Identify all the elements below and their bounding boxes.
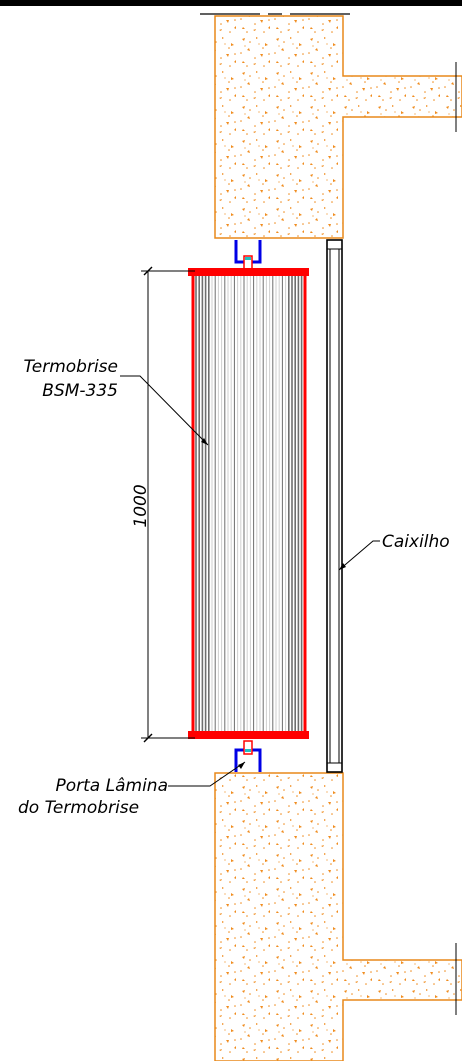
lower-slab bbox=[214, 772, 462, 1061]
porta-lamina-label-line1: Porta Lâmina bbox=[56, 776, 169, 796]
termobrise-leader bbox=[120, 375, 209, 446]
upper-slab bbox=[214, 15, 462, 239]
dimension-value: 1000 bbox=[131, 484, 151, 527]
caixilho-label: Caixilho bbox=[382, 532, 450, 552]
termobrise-leader-arrow bbox=[201, 438, 208, 445]
termobrise-label-line1: Termobrise bbox=[23, 357, 118, 377]
blade-slats bbox=[195, 276, 303, 731]
lower-bracket-icon bbox=[234, 740, 262, 772]
caixilho-frame bbox=[326, 239, 343, 773]
porta-lamina-leader-arrow bbox=[238, 762, 245, 769]
porta-lamina-label-line2: do Termobrise bbox=[18, 798, 139, 818]
caixilho-leader bbox=[338, 540, 380, 571]
termobrise-label-line2: BSM-335 bbox=[42, 381, 118, 401]
top-bar bbox=[0, 0, 462, 6]
upper-bracket-icon bbox=[234, 240, 262, 270]
blade-top-cap bbox=[188, 268, 309, 276]
termobrise-blade bbox=[188, 268, 309, 739]
dimension-line bbox=[141, 266, 195, 743]
blade-bottom-cap bbox=[188, 731, 309, 739]
caixilho-leader-arrow bbox=[339, 563, 346, 570]
porta-lamina-leader bbox=[168, 761, 246, 787]
